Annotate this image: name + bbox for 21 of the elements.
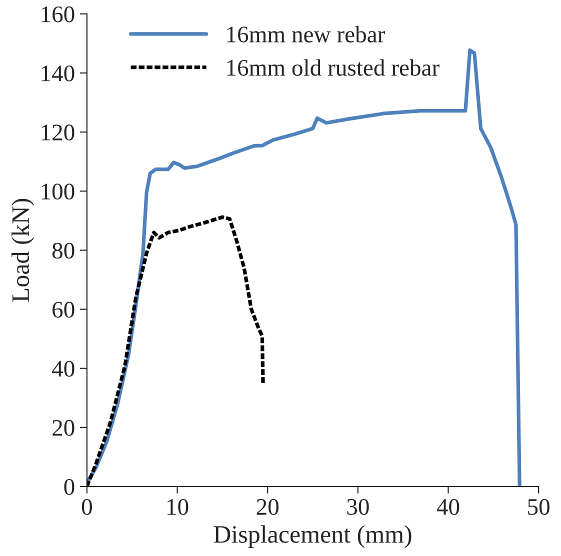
y-tick-label: 140 bbox=[42, 65, 74, 82]
x-tick-label: 50 bbox=[528, 498, 550, 515]
y-tick-label: 40 bbox=[52, 360, 74, 377]
y-axis-title: Load (kN) bbox=[12, 198, 34, 302]
x-tick-label: 40 bbox=[436, 498, 460, 515]
y-tick-label: 100 bbox=[42, 184, 74, 200]
line-series bbox=[86, 48, 522, 486]
x-axis-title: Displacement (mm) bbox=[214, 525, 412, 548]
x-tick-label: 30 bbox=[347, 498, 369, 515]
y-tick-label: 20 bbox=[52, 420, 74, 436]
y-tick-label: 80 bbox=[52, 242, 74, 259]
legend-label: 16mm new rebar bbox=[227, 26, 385, 42]
legend-label: 16mm old rusted rebar bbox=[227, 59, 440, 76]
x-tick-label: 20 bbox=[256, 498, 278, 515]
y-tick-label: 0 bbox=[64, 478, 74, 495]
line-series bbox=[86, 215, 265, 486]
x-tick-label: 0 bbox=[82, 498, 92, 515]
y-tick-label: 160 bbox=[42, 6, 74, 22]
x-tick-label: 10 bbox=[168, 498, 188, 515]
y-tick-label: 120 bbox=[42, 124, 74, 140]
y-tick-label: 60 bbox=[52, 302, 74, 318]
